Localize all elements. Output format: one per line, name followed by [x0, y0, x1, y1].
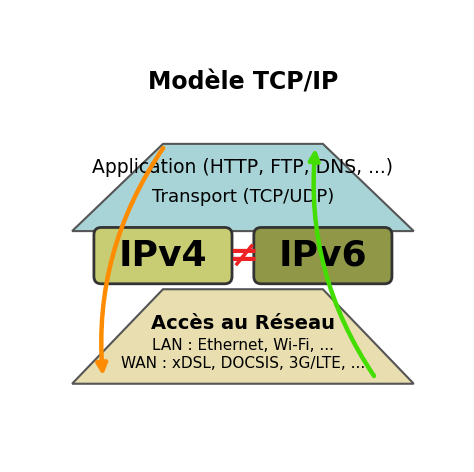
- Text: IPv6: IPv6: [279, 239, 367, 273]
- Text: Accès au Réseau: Accès au Réseau: [151, 314, 335, 333]
- FancyBboxPatch shape: [94, 228, 232, 284]
- Text: ≠: ≠: [228, 239, 258, 273]
- Polygon shape: [72, 144, 414, 231]
- Text: Modèle TCP/IP: Modèle TCP/IP: [148, 70, 338, 94]
- Polygon shape: [72, 289, 414, 384]
- Text: WAN : xDSL, DOCSIS, 3G/LTE, ...: WAN : xDSL, DOCSIS, 3G/LTE, ...: [121, 356, 365, 371]
- FancyBboxPatch shape: [254, 228, 392, 284]
- Text: Transport (TCP/UDP): Transport (TCP/UDP): [152, 187, 334, 206]
- Text: Application (HTTP, FTP, DNS, ...): Application (HTTP, FTP, DNS, ...): [92, 158, 393, 177]
- Text: LAN : Ethernet, Wi-Fi, ...: LAN : Ethernet, Wi-Fi, ...: [152, 338, 334, 353]
- Text: IPv4: IPv4: [118, 239, 207, 273]
